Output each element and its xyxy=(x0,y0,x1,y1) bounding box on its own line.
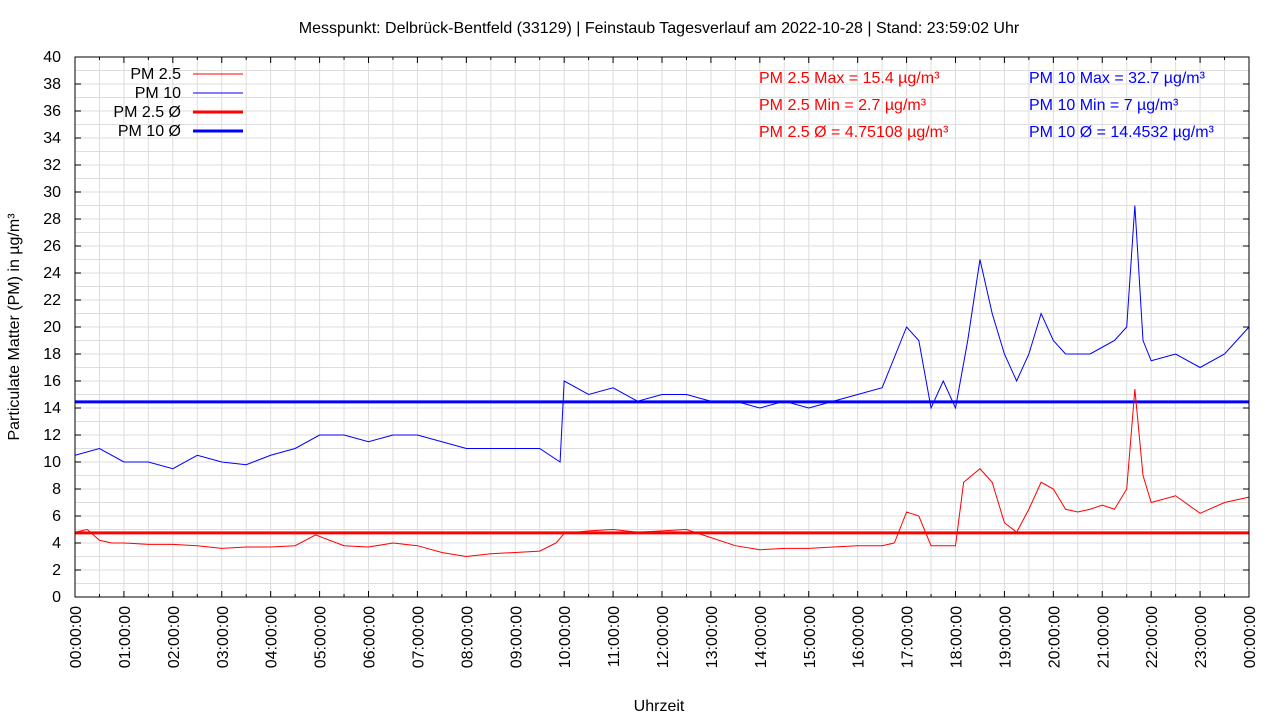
y-axis-label: Particulate Matter (PM) in µg/m³ xyxy=(6,213,23,441)
pm25-stat: PM 2.5 Max = 15.4 µg/m³ xyxy=(759,70,940,87)
x-tick-label: 03:00:00 xyxy=(215,606,232,668)
legend-label: PM 10 xyxy=(135,85,181,102)
y-tick-label: 2 xyxy=(52,562,61,579)
legend-label: PM 2.5 xyxy=(130,66,181,83)
x-tick-label: 01:00:00 xyxy=(117,606,134,668)
pm25-stat: PM 2.5 Min = 2.7 µg/m³ xyxy=(759,97,927,114)
y-tick-label: 14 xyxy=(43,400,61,417)
pm10-stat: PM 10 Ø = 14.4532 µg/m³ xyxy=(1029,124,1215,141)
ticks: 024681012141618202224262830323436384000:… xyxy=(43,49,1259,668)
x-tick-label: 18:00:00 xyxy=(949,606,966,668)
x-tick-label: 14:00:00 xyxy=(753,606,770,668)
y-tick-label: 4 xyxy=(52,535,61,552)
y-tick-label: 22 xyxy=(43,292,61,309)
series-lines xyxy=(74,205,1250,558)
x-tick-label: 07:00:00 xyxy=(410,606,427,668)
y-tick-label: 0 xyxy=(52,589,61,606)
y-tick-label: 36 xyxy=(43,103,61,120)
x-axis-label: Uhrzeit xyxy=(634,698,685,715)
x-tick-label: 17:00:00 xyxy=(900,606,917,668)
x-tick-label: 02:00:00 xyxy=(166,606,183,668)
y-tick-label: 10 xyxy=(43,454,61,471)
y-tick-label: 40 xyxy=(43,49,61,66)
x-tick-label: 23:00:00 xyxy=(1193,606,1210,668)
y-tick-label: 20 xyxy=(43,319,61,336)
legend-label: PM 10 Ø xyxy=(118,123,181,140)
y-tick-label: 12 xyxy=(43,427,61,444)
chart-title: Messpunkt: Delbrück-Bentfeld (33129) | F… xyxy=(299,20,1020,37)
y-tick-label: 18 xyxy=(43,346,61,363)
x-tick-label: 13:00:00 xyxy=(704,606,721,668)
y-tick-label: 6 xyxy=(52,508,61,525)
x-tick-label: 04:00:00 xyxy=(264,606,281,668)
pm25-stat: PM 2.5 Ø = 4.75108 µg/m³ xyxy=(759,124,949,141)
pm10-stat: PM 10 Max = 32.7 µg/m³ xyxy=(1029,70,1206,87)
x-tick-label: 09:00:00 xyxy=(508,606,525,668)
annotations: PM 2.5 Max = 15.4 µg/m³ PM 2.5 Min = 2.7 … xyxy=(759,70,1215,141)
x-tick-label: 10:00:00 xyxy=(557,606,574,668)
x-tick-label: 00:00:00 xyxy=(68,606,85,668)
x-tick-label: 22:00:00 xyxy=(1144,606,1161,668)
legend-label: PM 2.5 Ø xyxy=(113,104,181,121)
y-tick-label: 28 xyxy=(43,211,61,228)
legend: PM 2.5 PM 10 PM 2.5 Ø PM 10 Ø xyxy=(113,66,243,140)
x-tick-label: 21:00:00 xyxy=(1095,606,1112,668)
x-tick-label: 08:00:00 xyxy=(459,606,476,668)
x-tick-label: 16:00:00 xyxy=(851,606,868,668)
y-tick-label: 16 xyxy=(43,373,61,390)
y-tick-label: 34 xyxy=(43,130,61,147)
pm10-stat: PM 10 Min = 7 µg/m³ xyxy=(1029,97,1179,114)
y-tick-label: 38 xyxy=(43,76,61,93)
x-tick-label: 15:00:00 xyxy=(802,606,819,668)
x-tick-label: 19:00:00 xyxy=(997,606,1014,668)
x-tick-label: 20:00:00 xyxy=(1046,606,1063,668)
x-tick-label: 00:00:00 xyxy=(1242,606,1259,668)
y-tick-label: 26 xyxy=(43,238,61,255)
y-tick-label: 30 xyxy=(43,184,61,201)
y-tick-label: 8 xyxy=(52,481,61,498)
x-tick-label: 11:00:00 xyxy=(606,606,623,667)
series-line xyxy=(74,389,1250,558)
x-tick-label: 05:00:00 xyxy=(313,606,330,668)
grid xyxy=(75,57,1249,597)
series-line xyxy=(74,205,1250,470)
x-tick-label: 06:00:00 xyxy=(362,606,379,668)
x-tick-label: 12:00:00 xyxy=(655,606,672,668)
y-tick-label: 32 xyxy=(43,157,61,174)
y-tick-label: 24 xyxy=(43,265,61,282)
